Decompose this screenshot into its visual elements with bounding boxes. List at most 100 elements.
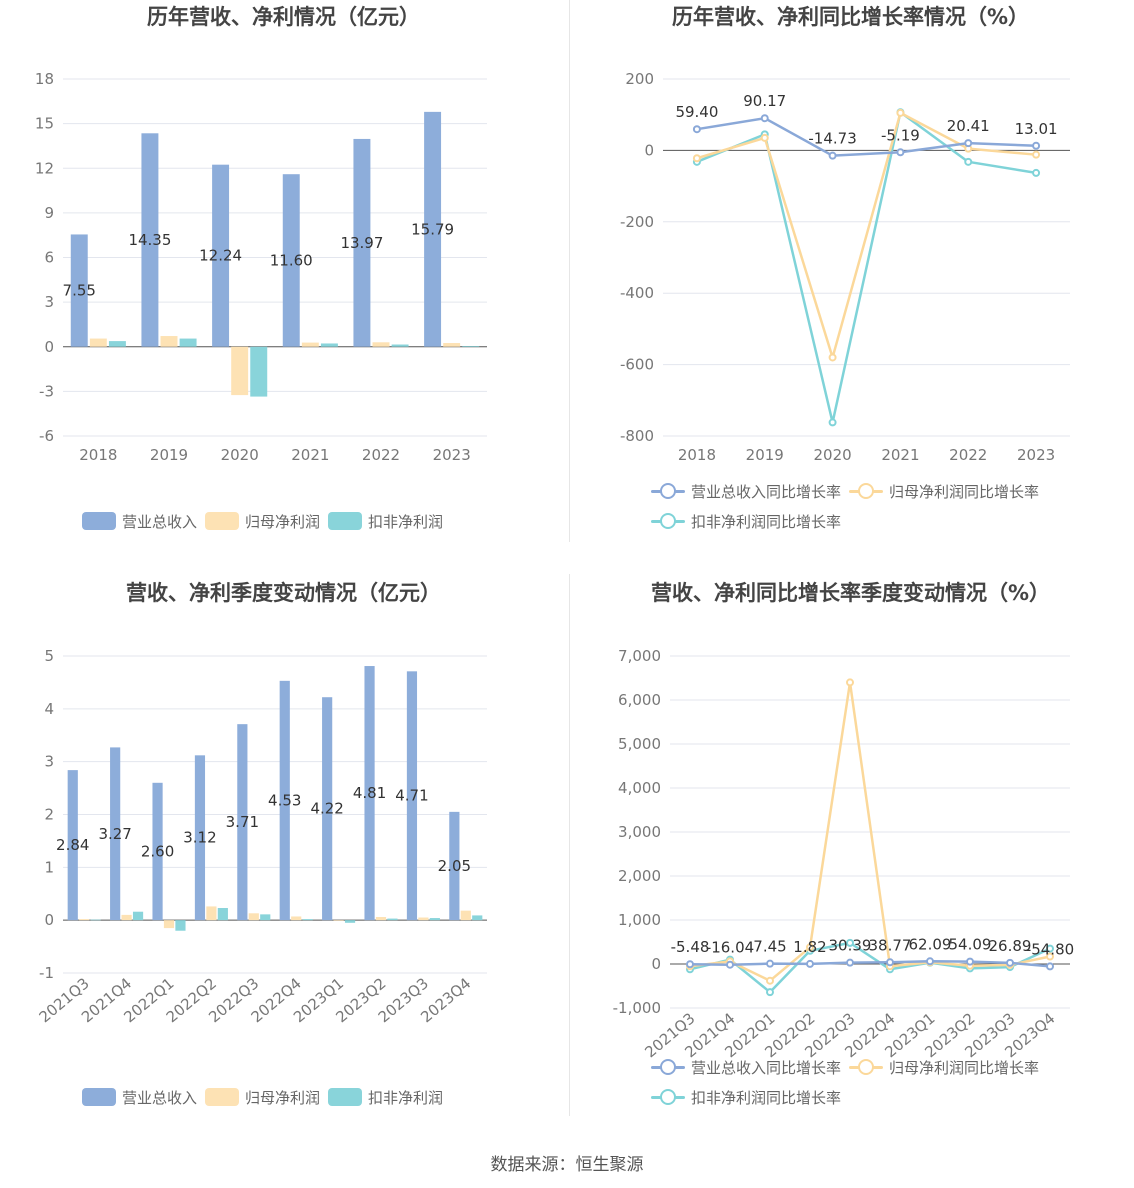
data-point <box>828 353 837 362</box>
bar-net-profit <box>333 920 344 921</box>
legend-item[interactable]: 归母净利润同比增长率 <box>849 1058 1039 1077</box>
data-point <box>828 151 837 160</box>
y-tick-label: 4 <box>44 700 54 718</box>
data-label: 38.77 <box>869 936 912 954</box>
line-deducted-profit-growth <box>696 110 1037 424</box>
data-point <box>766 959 774 968</box>
x-tick-label: 2019 <box>150 446 188 464</box>
data-label: 4.22 <box>310 800 343 818</box>
data-point <box>1032 150 1041 159</box>
data-point <box>828 418 837 427</box>
legend-item[interactable]: 营业总收入同比增长率 <box>651 482 841 501</box>
data-point <box>760 133 769 142</box>
data-point <box>692 154 701 163</box>
y-tick-label: 0 <box>44 338 54 356</box>
legend-swatch <box>205 512 240 530</box>
y-tick-label: -6 <box>39 427 54 445</box>
x-tick-label: 2022 <box>362 446 400 464</box>
legend-label: 扣非净利润 <box>368 512 444 531</box>
data-label: 2.60 <box>141 842 174 860</box>
bar-revenue <box>141 133 159 347</box>
bar-net-profit <box>231 346 249 396</box>
panel-title: 历年营收、净利同比增长率情况（%） <box>671 5 1030 29</box>
legend-swatch <box>82 512 116 530</box>
bar-revenue <box>353 138 371 347</box>
bar-deducted-profit <box>320 343 338 347</box>
data-label: 3.71 <box>226 813 259 831</box>
legend-item[interactable]: 扣非净利润同比增长率 <box>651 512 841 531</box>
legend-label: 营业总收入 <box>122 512 198 531</box>
bar-net-profit <box>206 906 217 921</box>
data-label: 62.09 <box>909 935 952 953</box>
bar-net-profit <box>372 342 390 347</box>
data-point <box>846 938 854 947</box>
legend-item[interactable]: 营业总收入 <box>82 1088 197 1107</box>
legend-swatch <box>82 1088 116 1106</box>
bar-deducted-profit <box>462 346 480 347</box>
legend-item[interactable]: 扣非净利润同比增长率 <box>651 1088 841 1107</box>
y-tick-label: 6 <box>44 249 54 267</box>
y-tick-label: 3 <box>44 293 54 311</box>
bar-deducted-profit <box>132 911 144 921</box>
bar-revenue <box>70 234 88 347</box>
data-point <box>1032 168 1041 177</box>
data-point <box>766 988 774 997</box>
legend-item[interactable]: 营业总收入 <box>82 512 198 531</box>
data-point <box>760 114 769 123</box>
legend-line-marker-icon <box>651 1058 685 1076</box>
bar-deducted-profit <box>108 341 126 347</box>
data-point <box>726 960 734 969</box>
bar-net-profit <box>160 336 178 347</box>
y-tick-label: 7,000 <box>618 647 661 665</box>
data-label: -54.80 <box>1026 940 1074 958</box>
legend-line-marker-icon <box>849 1058 884 1076</box>
bar-net-profit <box>79 919 90 921</box>
bar-revenue <box>279 680 290 921</box>
legend-item[interactable]: 扣非净利润 <box>328 1088 443 1107</box>
data-point <box>1046 952 1054 961</box>
legend-item[interactable]: 归母净利润 <box>205 512 320 531</box>
data-point <box>966 957 974 966</box>
y-tick-label: 2,000 <box>618 867 661 885</box>
panel-title: 营收、净利季度变动情况（亿元） <box>126 581 441 605</box>
y-tick-label: 5 <box>44 647 54 665</box>
bar-revenue <box>67 770 78 921</box>
data-label: 54.09 <box>949 936 992 954</box>
y-tick-label: 5,000 <box>618 735 661 753</box>
data-point <box>964 139 973 148</box>
line-net-profit-growth <box>689 681 1051 982</box>
bar-deducted-profit <box>387 918 398 921</box>
data-label: -5.19 <box>881 126 920 144</box>
data-label: 13.97 <box>340 234 383 252</box>
y-tick-label: 12 <box>35 159 54 177</box>
bar-net-profit <box>89 338 107 347</box>
y-tick-label: 0 <box>644 141 654 159</box>
data-point <box>806 943 814 952</box>
data-point <box>686 960 694 969</box>
bar-chart: 543210-12021Q32021Q42022Q12022Q22022Q320… <box>36 647 487 1026</box>
chart-legend: 营业总收入同比增长率 归母净利润同比增长率 扣非净利润同比增长率 <box>651 1058 1121 1118</box>
legend-label: 归母净利润同比增长率 <box>889 482 1040 501</box>
data-label: 30.39 <box>829 937 872 955</box>
bar-net-profit <box>443 343 461 347</box>
legend-item[interactable]: 扣非净利润 <box>328 512 444 531</box>
legend-line-marker-icon <box>651 512 685 530</box>
bar-deducted-profit <box>90 919 101 921</box>
bar-net-profit <box>375 916 387 921</box>
y-tick-label: 2 <box>44 806 54 824</box>
chart-legend: 营业总收入 归母净利润 扣非净利润 <box>82 512 542 542</box>
bar-deducted-profit <box>472 915 483 921</box>
legend-item[interactable]: 归母净利润 <box>205 1088 320 1107</box>
legend-item[interactable]: 营业总收入同比增长率 <box>651 1058 841 1077</box>
bar-revenue <box>152 782 163 921</box>
bar-net-profit <box>121 914 132 921</box>
data-point <box>964 157 973 166</box>
bar-net-profit <box>418 917 429 921</box>
data-label: 20.41 <box>947 117 990 135</box>
data-point <box>1046 962 1054 971</box>
legend-line-marker-icon <box>651 1088 685 1106</box>
bar-deducted-profit <box>302 919 313 921</box>
data-point <box>896 108 905 117</box>
legend-line-marker-icon <box>849 482 884 500</box>
legend-item[interactable]: 归母净利润同比增长率 <box>849 482 1040 501</box>
